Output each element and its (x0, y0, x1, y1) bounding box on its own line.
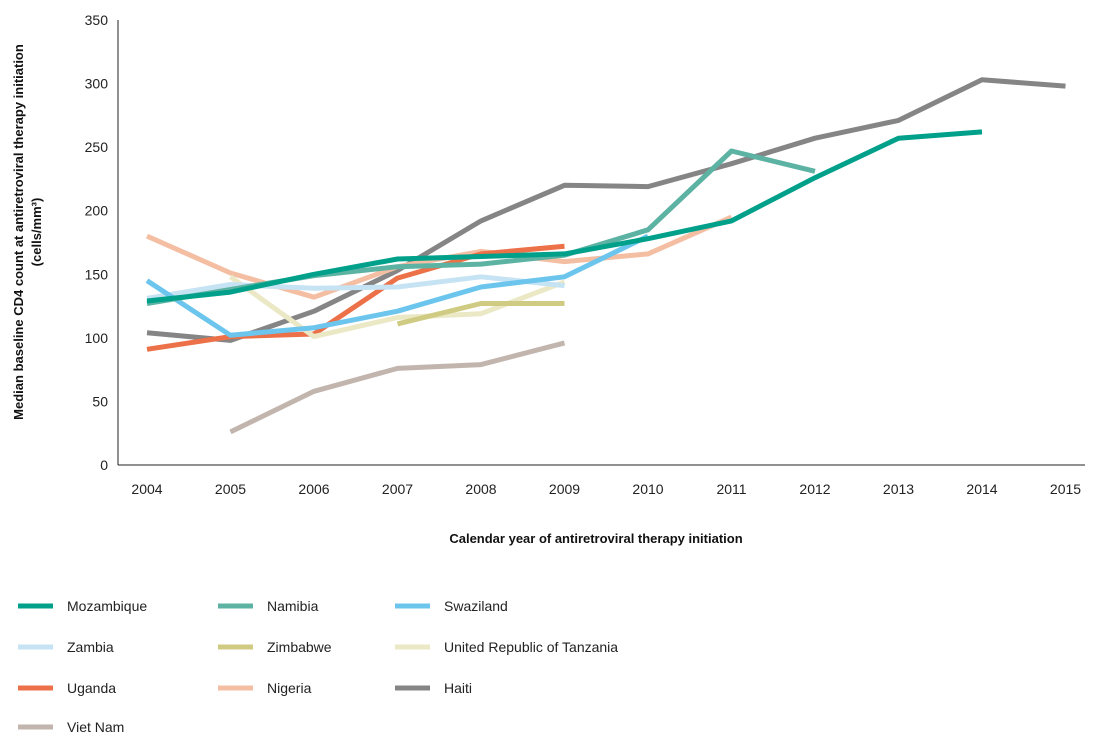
x-tick-label: 2012 (799, 481, 830, 497)
y-tick-label: 100 (85, 330, 109, 346)
legend-label: Mozambique (67, 598, 147, 614)
legend-item: Uganda (18, 680, 116, 696)
legend-item: Nigeria (218, 680, 312, 696)
y-axis-unit: (cells/mm³) (29, 198, 44, 267)
legend-item: Swaziland (395, 598, 508, 614)
series-line-zimbabwe (396, 301, 565, 327)
x-tick-label: 2009 (549, 481, 580, 497)
y-tick-label: 200 (85, 203, 109, 219)
legend-item: Namibia (218, 598, 319, 614)
x-axis-title: Calendar year of antiretroviral therapy … (449, 531, 742, 546)
legend-label: Zambia (67, 639, 114, 655)
y-tick-label: 50 (92, 393, 108, 409)
x-tick-label: 2008 (465, 481, 496, 497)
y-tick-label: 150 (85, 266, 109, 282)
x-tick-label: 2006 (298, 481, 329, 497)
legend-label: United Republic of Tanzania (444, 639, 618, 655)
series-line-haiti (146, 77, 1066, 343)
legend-item: United Republic of Tanzania (395, 639, 618, 655)
legend: Mozambique Namibia Swaziland Zambia Zimbabwe… (18, 598, 618, 735)
y-tick-labels: 0 50 100 150 200 250 300 350 (85, 12, 109, 473)
legend-label: Namibia (267, 598, 319, 614)
x-tick-label: 2005 (215, 481, 246, 497)
series-line-mozambique (146, 129, 983, 304)
legend-label: Nigeria (267, 680, 312, 696)
series-line-namibia (146, 148, 816, 306)
legend-label: Swaziland (444, 598, 508, 614)
legend-label: Viet Nam (67, 719, 124, 735)
x-tick-label: 2011 (716, 481, 746, 497)
y-axis-title: Median baseline CD4 count at antiretrovi… (11, 44, 26, 420)
legend-item: Haiti (395, 680, 472, 696)
x-tick-label: 2004 (131, 481, 162, 497)
series-line-zambia (146, 274, 565, 301)
x-tick-label: 2013 (883, 481, 914, 497)
y-tick-label: 300 (85, 76, 109, 92)
x-tick-label: 2015 (1050, 481, 1081, 497)
series-line-swaziland (145, 233, 650, 338)
legend-label: Zimbabwe (267, 639, 332, 655)
legend-item: Zambia (18, 639, 114, 655)
y-tick-label: 0 (100, 457, 108, 473)
x-tick-labels: 2004 2005 2006 2007 2008 2009 2010 2011 2012 2013… (131, 481, 1081, 497)
x-tick-label: 2014 (966, 481, 997, 497)
legend-label: Haiti (444, 680, 472, 696)
y-tick-label: 350 (85, 12, 109, 28)
y-tick-label: 250 (85, 139, 109, 155)
x-tick-label: 2010 (632, 481, 663, 497)
legend-item: Mozambique (18, 598, 147, 614)
legend-item: Zimbabwe (218, 639, 332, 655)
series-line-viet-nam (229, 340, 566, 435)
legend-label: Uganda (67, 680, 116, 696)
x-tick-label: 2007 (382, 481, 413, 497)
series-lines (145, 77, 1066, 435)
series-line-uganda (146, 243, 565, 352)
legend-item: Viet Nam (18, 719, 124, 735)
axes (117, 20, 1085, 466)
